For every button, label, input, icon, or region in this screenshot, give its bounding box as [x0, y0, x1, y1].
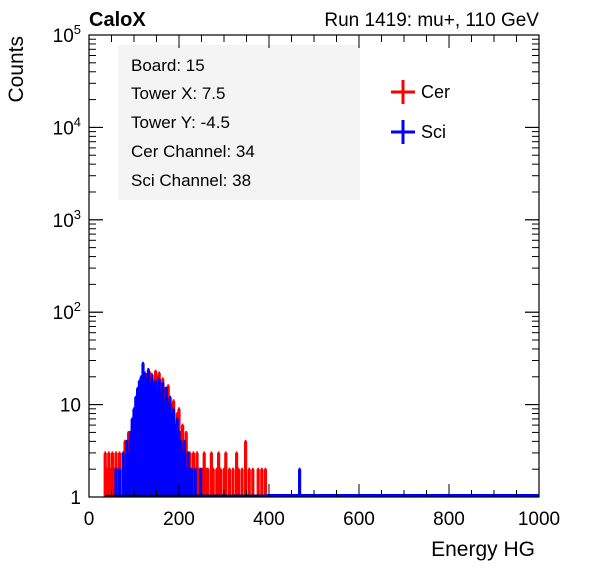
y-tick-label: 104: [53, 114, 81, 139]
x-axis-label: Energy HG: [431, 538, 535, 561]
legend-marker-sci: [391, 120, 415, 144]
legend-label-cer: Cer: [421, 82, 450, 102]
y-axis-label: Counts: [5, 36, 28, 103]
y-tick-label: 10: [60, 396, 81, 417]
info-cer-channel: Cer Channel: 34: [131, 142, 255, 161]
x-tick-label: 600: [343, 509, 375, 530]
x-tick-label: 0: [84, 509, 95, 530]
axes-layer: 0 200 400 600 800 1000 1 10 102 103 104 105: [53, 22, 561, 530]
info-box: Board: 15 Tower X: 7.5 Tower Y: -4.5 Cer…: [118, 45, 360, 200]
legend: Cer Sci: [391, 80, 450, 144]
series-layer: [103, 361, 539, 498]
x-tick-label: 1000: [518, 509, 560, 530]
info-box-background: [118, 45, 360, 200]
y-tick-label: 105: [53, 22, 81, 47]
x-tick-label: 800: [433, 509, 465, 530]
x-tick-label: 200: [163, 509, 195, 530]
y-tick-label: 102: [53, 299, 81, 324]
legend-label-sci: Sci: [421, 122, 446, 142]
info-sci-channel: Sci Channel: 38: [131, 171, 251, 190]
x-tick-label: 400: [253, 509, 285, 530]
brand-label: CaloX: [89, 9, 146, 31]
y-tick-label: 1: [70, 488, 81, 509]
legend-marker-cer: [391, 80, 415, 104]
info-tower-x: Tower X: 7.5: [131, 84, 226, 103]
run-info-label: Run 1419: mu+, 110 GeV: [324, 10, 539, 31]
info-board: Board: 15: [131, 56, 205, 75]
info-tower-y: Tower Y: -4.5: [131, 113, 230, 132]
y-tick-label: 103: [53, 207, 81, 232]
